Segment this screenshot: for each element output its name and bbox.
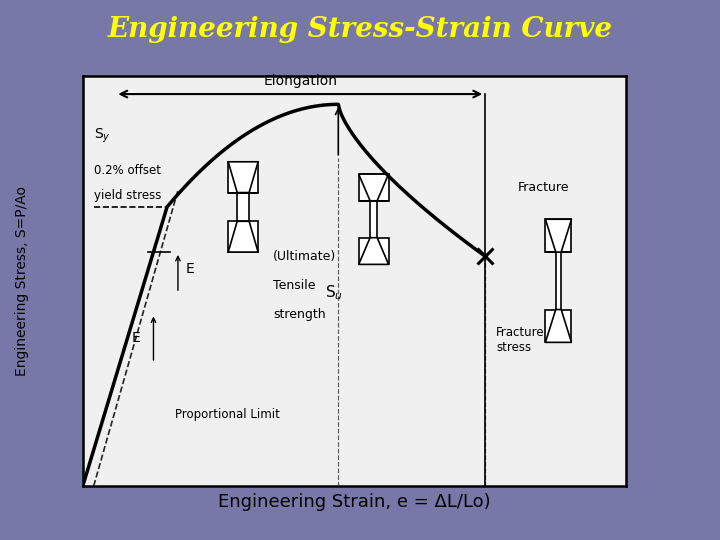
- Text: Fracture
stress: Fracture stress: [496, 326, 544, 354]
- Polygon shape: [546, 219, 572, 252]
- Text: E: E: [186, 261, 195, 275]
- Text: S$_u$: S$_u$: [325, 283, 343, 302]
- X-axis label: Engineering Strain, e = ΔL/Lo): Engineering Strain, e = ΔL/Lo): [218, 493, 491, 511]
- Text: E: E: [132, 332, 140, 346]
- Bar: [556, 252, 561, 309]
- Text: Tensile: Tensile: [273, 279, 315, 292]
- Bar: [228, 162, 258, 193]
- Polygon shape: [546, 309, 572, 342]
- Bar: [359, 238, 389, 265]
- Polygon shape: [228, 162, 258, 193]
- Text: Fracture: Fracture: [518, 180, 570, 193]
- Polygon shape: [228, 221, 258, 252]
- Bar: [359, 174, 389, 201]
- Text: Proportional Limit: Proportional Limit: [175, 408, 280, 421]
- Polygon shape: [359, 174, 389, 201]
- Text: (Ultimate): (Ultimate): [273, 250, 336, 264]
- Text: yield stress: yield stress: [94, 188, 161, 202]
- Polygon shape: [359, 238, 389, 265]
- Text: S$_y$: S$_y$: [94, 127, 110, 145]
- Bar: [546, 219, 572, 252]
- Text: strength: strength: [273, 308, 325, 321]
- Text: Engineering Stress-Strain Curve: Engineering Stress-Strain Curve: [107, 16, 613, 43]
- Bar: [237, 193, 249, 221]
- Bar: [546, 309, 572, 342]
- Bar: [228, 221, 258, 252]
- Bar: [370, 201, 377, 238]
- Text: 0.2% offset: 0.2% offset: [94, 164, 161, 177]
- Text: Elongation: Elongation: [264, 74, 337, 88]
- Text: Engineering Stress, S=P/Ao: Engineering Stress, S=P/Ao: [14, 186, 29, 376]
